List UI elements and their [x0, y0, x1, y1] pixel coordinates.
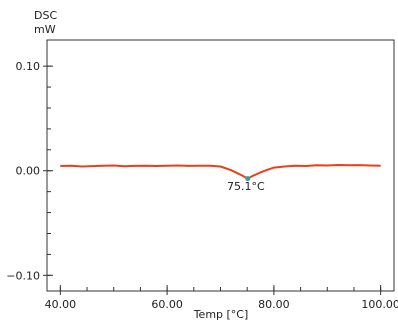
x-tick-label: 60.00: [151, 298, 183, 311]
y-axis-label-unit: mW: [34, 23, 56, 36]
y-tick-label: 0.10: [16, 60, 41, 73]
series-group: [60, 164, 381, 182]
x-axis: 40.00 60.00 80.00 100.00: [45, 285, 398, 311]
y-axis: 0.10 0.00 −0.10: [6, 60, 53, 282]
y-tick-label: 0.00: [16, 165, 41, 178]
x-tick-label: 100.00: [361, 298, 398, 311]
x-axis-label: Temp [°C]: [193, 308, 249, 321]
y-axis-label-dsc: DSC: [34, 9, 57, 22]
x-tick-label: 80.00: [258, 298, 290, 311]
peak-label: 75.1°C: [227, 180, 265, 193]
dsc-series-line: [60, 164, 381, 180]
y-tick-label: −0.10: [6, 269, 40, 282]
peak-marker: [245, 176, 251, 182]
x-tick-label: 40.00: [45, 298, 77, 311]
